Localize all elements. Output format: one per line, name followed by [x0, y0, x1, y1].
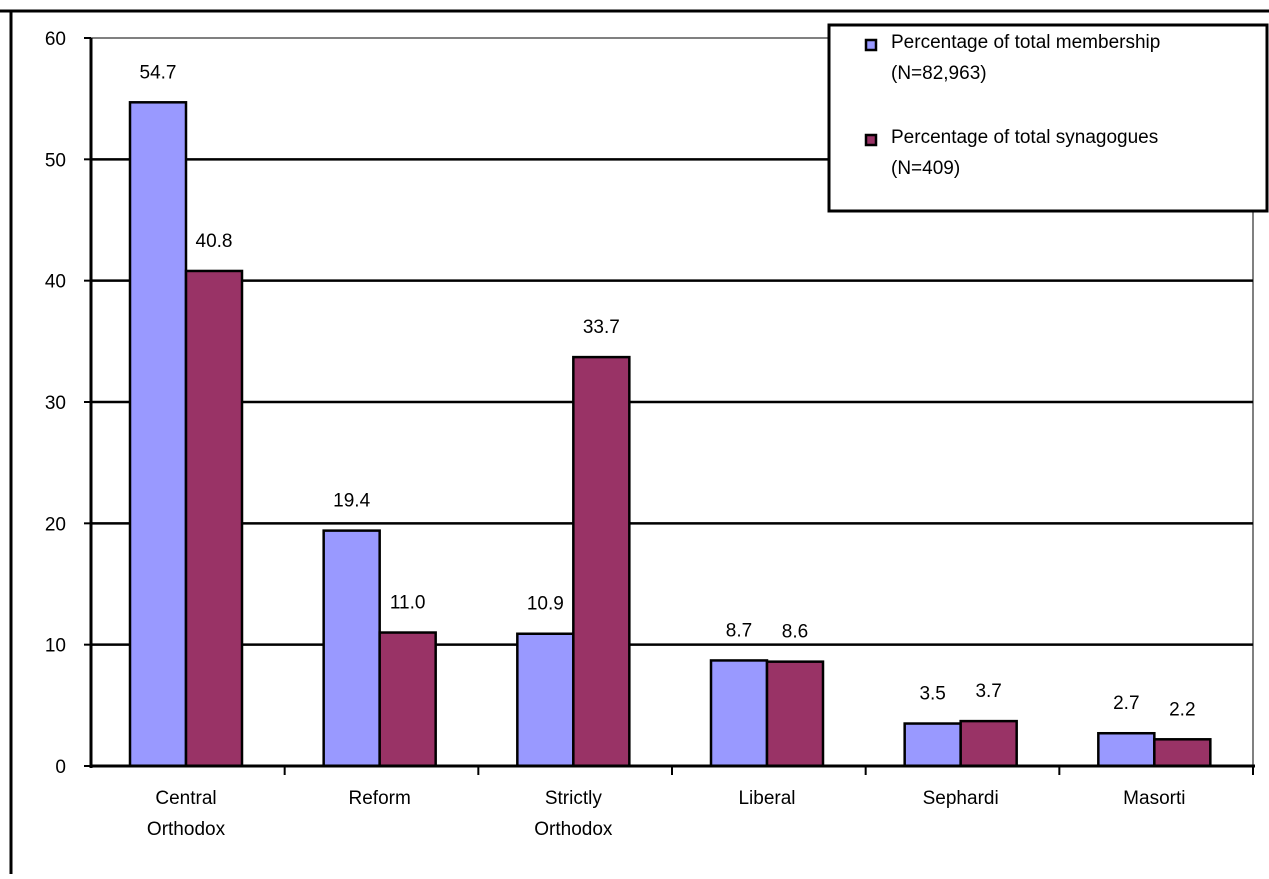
y-tick-label: 60 [45, 29, 66, 50]
legend-label: (N=409) [891, 158, 960, 179]
bar-membership [128, 101, 188, 768]
bar-synagogues [378, 631, 437, 768]
legend-label: (N=82,963) [891, 63, 987, 84]
y-tick-label: 30 [45, 393, 66, 414]
category-label: Reform [349, 788, 411, 809]
category-label: Masorti [1123, 788, 1185, 809]
bar-synagogues [572, 355, 631, 768]
category-label: Sephardi [923, 788, 999, 809]
bar-synagogues [184, 269, 244, 768]
bar-synagogues [765, 660, 825, 768]
y-tick-label: 20 [45, 514, 66, 535]
data-label: 33.7 [583, 317, 620, 338]
y-tick-label: 0 [55, 757, 66, 778]
y-tick-label: 40 [45, 272, 66, 293]
category-label: Central [155, 788, 216, 809]
data-label: 3.7 [975, 681, 1001, 702]
data-label: 8.7 [726, 620, 752, 641]
bar-membership [1097, 731, 1156, 768]
category-label: Liberal [738, 788, 795, 809]
data-label: 2.7 [1113, 693, 1139, 714]
y-tick-label: 50 [45, 150, 66, 171]
data-label: 54.7 [140, 62, 177, 83]
legend-box [827, 23, 1269, 213]
gridlines [91, 158, 1253, 646]
y-tick-label: 10 [45, 636, 66, 657]
bar-synagogues [1153, 738, 1212, 768]
data-label: 2.2 [1169, 699, 1195, 720]
axes: 0 10 20 30 40 50 60 [45, 29, 1255, 778]
bar-membership [322, 529, 381, 768]
data-label: 10.9 [527, 594, 564, 615]
labels: 54.7 40.8 Central Orthodox 19.4 11.0 Reform 10.… [140, 62, 1196, 840]
data-label: 11.0 [390, 593, 426, 614]
bars [128, 101, 1212, 768]
category-label: Orthodox [147, 819, 226, 840]
bar-synagogues [959, 719, 1018, 768]
bar-membership [709, 659, 769, 768]
data-label: 19.4 [333, 491, 370, 512]
data-label: 3.5 [919, 684, 945, 705]
data-label: 40.8 [196, 231, 233, 252]
legend-label: Percentage of total membership [891, 32, 1160, 53]
bar-membership [516, 632, 575, 768]
legend-swatch-membership [864, 38, 878, 52]
legend-swatch-synagogues [864, 133, 878, 147]
data-label: 8.6 [782, 622, 808, 643]
legend: Percentage of total membership (N=82,963)… [827, 23, 1269, 213]
category-label: Orthodox [534, 819, 613, 840]
category-label: Strictly [545, 788, 603, 809]
bar-membership [903, 722, 962, 768]
legend-label: Percentage of total synagogues [891, 127, 1158, 148]
